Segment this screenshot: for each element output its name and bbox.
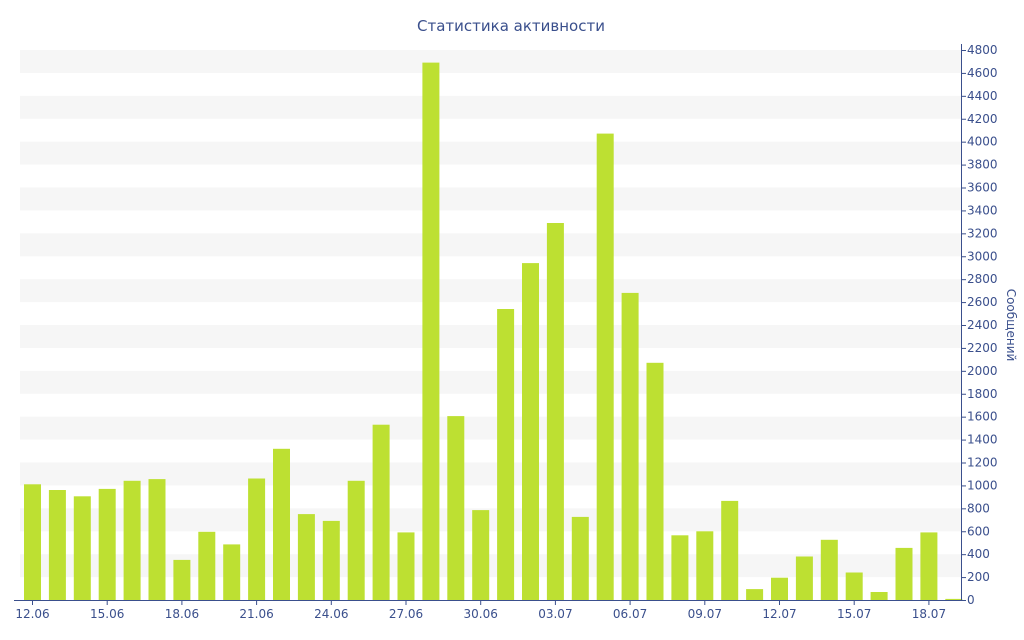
bar-15.07 bbox=[845, 572, 863, 600]
x-tick-label: 06.07 bbox=[613, 607, 647, 621]
y-tick-label: 4800 bbox=[967, 43, 998, 57]
bar-12.07 bbox=[771, 577, 788, 600]
bar-14.07 bbox=[820, 539, 838, 600]
bar-01.07 bbox=[497, 309, 515, 600]
y-tick-label: 200 bbox=[967, 570, 990, 584]
chart-title: Статистика активности bbox=[417, 17, 605, 35]
y-tick-label: 2400 bbox=[967, 318, 998, 332]
y-tick-label: 600 bbox=[967, 524, 990, 538]
grid-band bbox=[20, 279, 961, 303]
y-tick-label: 2000 bbox=[967, 364, 998, 378]
bar-29.06 bbox=[447, 416, 465, 600]
bar-10.07 bbox=[721, 500, 739, 600]
bar-17.07 bbox=[895, 547, 913, 600]
axes bbox=[14, 44, 962, 601]
y-tick-label: 1200 bbox=[967, 456, 998, 470]
grid-band bbox=[20, 187, 961, 211]
y-tick-label: 3000 bbox=[967, 249, 998, 263]
bars bbox=[24, 62, 963, 601]
bar-14.06 bbox=[73, 496, 91, 600]
y-axis-label: Сообщений bbox=[1004, 289, 1018, 362]
bar-20.06 bbox=[223, 544, 241, 600]
y-tick-label: 800 bbox=[967, 501, 990, 515]
bar-18.07 bbox=[920, 532, 938, 600]
grid-band bbox=[20, 416, 961, 440]
y-tick-label: 400 bbox=[967, 547, 990, 561]
bar-09.07 bbox=[696, 531, 714, 601]
y-tick-label: 1400 bbox=[967, 433, 998, 447]
grid-band bbox=[20, 95, 961, 119]
x-tick-label: 12.07 bbox=[762, 607, 796, 621]
bar-16.06 bbox=[123, 480, 141, 600]
bar-25.06 bbox=[347, 480, 365, 600]
y-tick-label: 2200 bbox=[967, 341, 998, 355]
grid-bands bbox=[20, 50, 961, 578]
bar-07.07 bbox=[646, 362, 664, 600]
bar-19.06 bbox=[198, 531, 216, 600]
x-tick-label: 18.06 bbox=[165, 607, 199, 621]
bar-03.07 bbox=[546, 223, 564, 600]
x-tick-label: 15.06 bbox=[90, 607, 124, 621]
bar-13.07 bbox=[795, 556, 813, 600]
grid-band bbox=[20, 370, 961, 394]
bar-26.06 bbox=[372, 424, 390, 600]
y-tick-label: 3200 bbox=[967, 226, 998, 240]
grid-band bbox=[20, 141, 961, 165]
x-tick-label: 30.06 bbox=[464, 607, 498, 621]
bar-02.07 bbox=[522, 263, 539, 600]
bar-27.06 bbox=[397, 532, 415, 600]
x-tick-label: 18.07 bbox=[912, 607, 946, 621]
x-tick-label: 24.06 bbox=[314, 607, 348, 621]
bar-18.06 bbox=[173, 559, 191, 600]
bar-04.07 bbox=[571, 516, 589, 600]
bar-05.07 bbox=[596, 133, 614, 600]
bar-28.06 bbox=[422, 62, 440, 601]
bar-06.07 bbox=[621, 292, 639, 600]
y-tick-label: 4000 bbox=[967, 135, 998, 149]
y-tick-label: 2800 bbox=[967, 272, 998, 286]
bar-13.06 bbox=[48, 490, 66, 600]
y-tick-label: 4200 bbox=[967, 112, 998, 126]
y-tick-label: 4400 bbox=[967, 89, 998, 103]
x-tick-label: 03.07 bbox=[538, 607, 572, 621]
x-tick-label: 12.06 bbox=[15, 607, 49, 621]
bar-21.06 bbox=[248, 478, 266, 600]
x-tick-label: 21.06 bbox=[239, 607, 273, 621]
y-tick-label: 0 bbox=[967, 593, 975, 607]
y-ticks: 0 200 400 600 800 1000 1200 1400 1600 1800 2000 220… bbox=[961, 43, 998, 607]
bar-17.06 bbox=[148, 479, 166, 600]
bar-22.06 bbox=[273, 448, 290, 601]
y-tick-label: 4600 bbox=[967, 66, 998, 80]
bar-15.06 bbox=[98, 488, 116, 600]
bar-23.06 bbox=[297, 514, 315, 600]
y-tick-label: 3400 bbox=[967, 203, 998, 217]
x-tick-label: 09.07 bbox=[688, 607, 722, 621]
x-tick-label: 27.06 bbox=[389, 607, 423, 621]
y-tick-label: 2600 bbox=[967, 295, 998, 309]
grid-band bbox=[20, 50, 961, 73]
y-tick-label: 1000 bbox=[967, 478, 998, 492]
bar-24.06 bbox=[322, 520, 340, 600]
y-tick-label: 1800 bbox=[967, 387, 998, 401]
y-tick-label: 1600 bbox=[967, 410, 998, 424]
bar-08.07 bbox=[671, 535, 689, 600]
grid-band bbox=[20, 325, 961, 348]
bar-11.07 bbox=[746, 589, 764, 600]
bar-12.06 bbox=[24, 484, 41, 600]
x-ticks: 12.06 15.06 18.06 21.06 24.06 27.06 30.06 03.07… bbox=[15, 600, 946, 621]
bar-16.07 bbox=[870, 592, 888, 600]
bar-30.06 bbox=[472, 510, 490, 600]
y-tick-label: 3600 bbox=[967, 181, 998, 195]
grid-band bbox=[20, 233, 961, 257]
y-tick-label: 3800 bbox=[967, 158, 998, 172]
bar-19.07 bbox=[945, 598, 963, 600]
x-tick-label: 15.07 bbox=[837, 607, 871, 621]
